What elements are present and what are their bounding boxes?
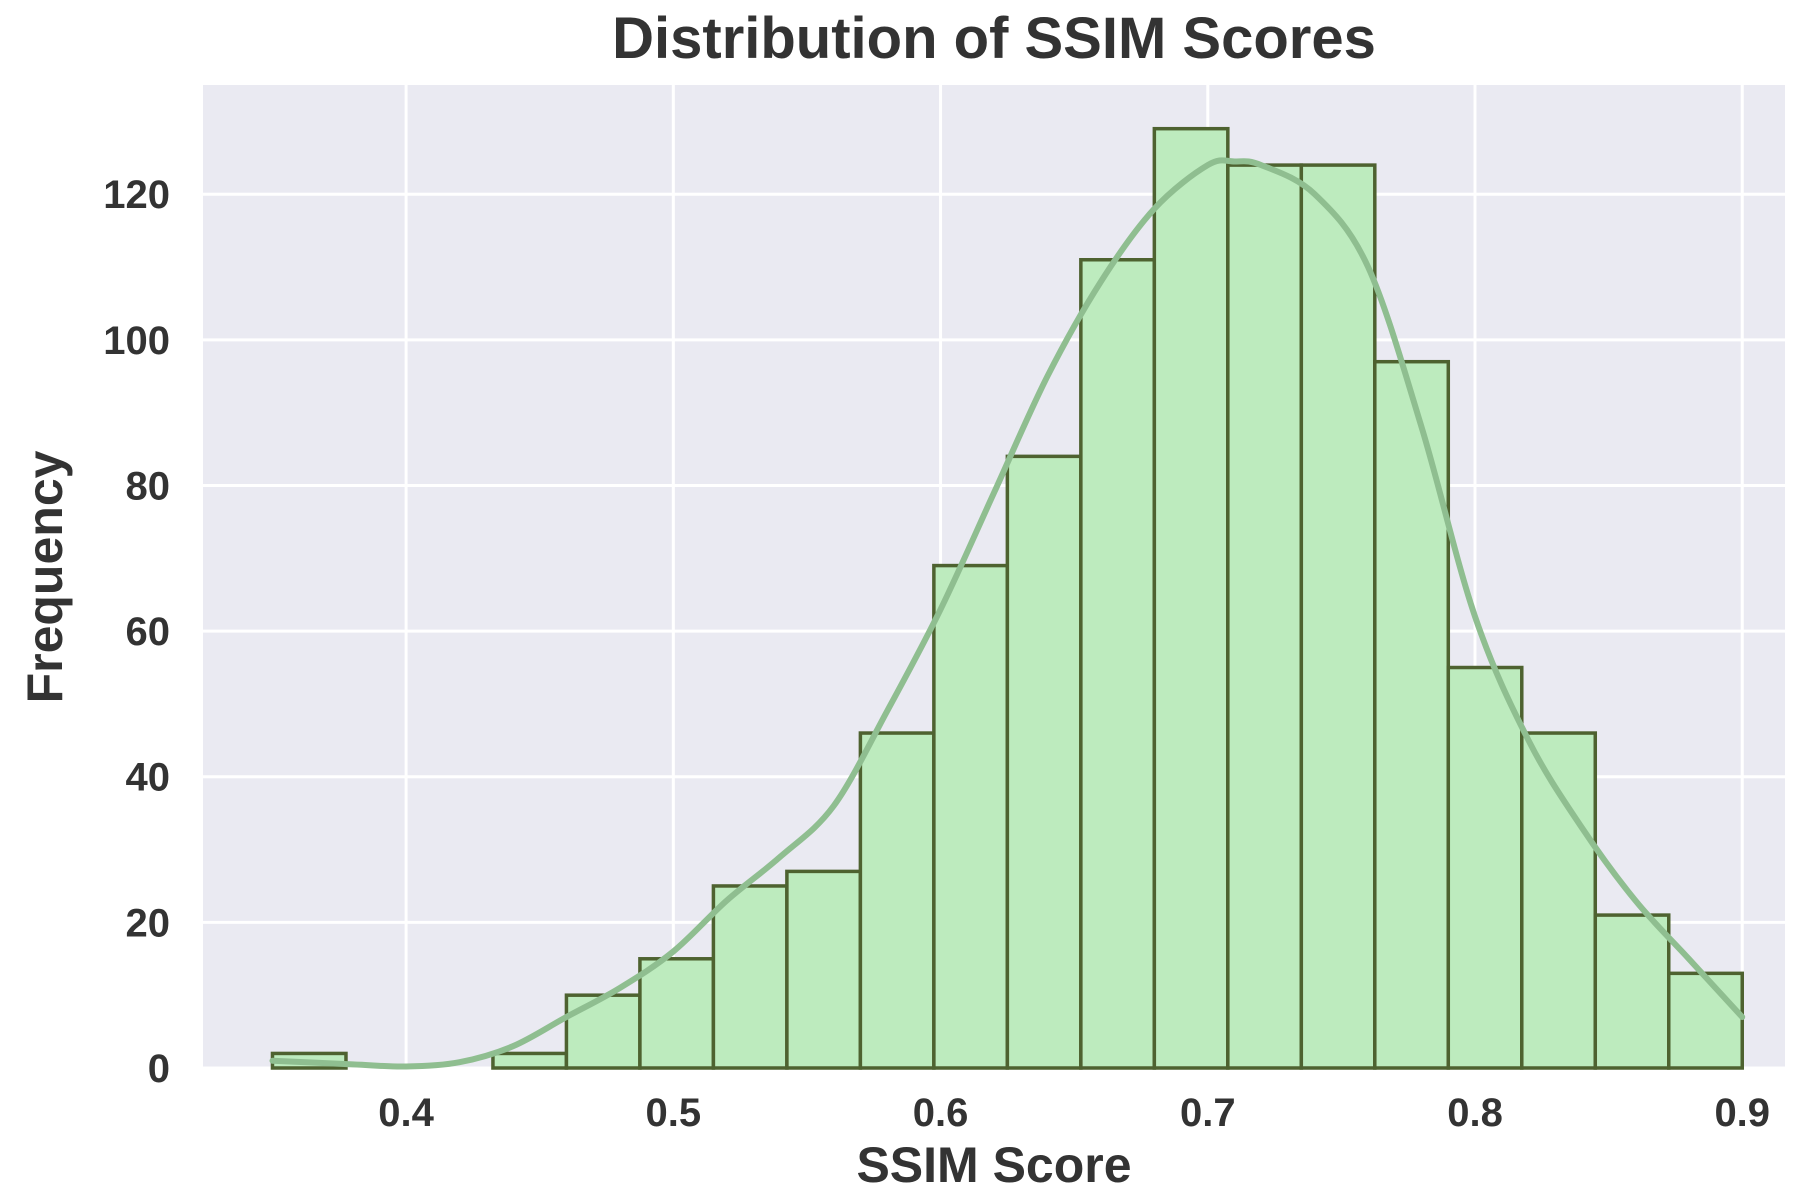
histogram-bar bbox=[1520, 731, 1598, 1070]
x-tick-label: 0.5 bbox=[646, 1091, 702, 1135]
y-tick-label: 120 bbox=[103, 173, 170, 217]
x-tick-label: 0.7 bbox=[1180, 1091, 1236, 1135]
histogram-bar bbox=[1667, 971, 1744, 1070]
histogram-bar bbox=[711, 884, 789, 1070]
kde-curve-group bbox=[269, 157, 1746, 1070]
y-axis-label: Frequency bbox=[17, 450, 73, 703]
histogram-bar bbox=[1373, 359, 1451, 1070]
histogram-bar bbox=[1005, 454, 1083, 1070]
y-tick-label: 40 bbox=[126, 756, 171, 800]
y-tick-label: 0 bbox=[148, 1047, 170, 1091]
histogram-bar bbox=[1593, 913, 1671, 1070]
histogram-bar bbox=[1226, 163, 1304, 1070]
histogram-bar bbox=[1299, 163, 1377, 1070]
y-tick-label: 20 bbox=[126, 901, 171, 945]
x-tick-label: 0.9 bbox=[1714, 1091, 1770, 1135]
histogram-bars bbox=[270, 126, 1744, 1070]
histogram-bar bbox=[858, 731, 936, 1070]
x-tick-label: 0.6 bbox=[913, 1091, 969, 1135]
chart-title: Distribution of SSIM Scores bbox=[612, 6, 1376, 71]
y-tick-label: 100 bbox=[103, 319, 170, 363]
y-tick-label: 80 bbox=[126, 464, 171, 508]
x-tick-labels: 0.4 0.5 0.6 0.7 0.8 0.9 bbox=[378, 1091, 1770, 1135]
histogram-bar bbox=[491, 1051, 569, 1070]
histogram-bar bbox=[785, 869, 863, 1070]
histogram-bar bbox=[1079, 258, 1157, 1070]
histogram-bar bbox=[932, 563, 1010, 1070]
x-tick-label: 0.4 bbox=[378, 1091, 434, 1135]
histogram-bar bbox=[1152, 126, 1230, 1070]
x-axis-label: SSIM Score bbox=[856, 1137, 1131, 1193]
y-tick-label: 60 bbox=[126, 610, 171, 654]
x-tick-label: 0.8 bbox=[1447, 1091, 1503, 1135]
kde-curve bbox=[269, 157, 1746, 1070]
y-tick-labels: 0 20 40 60 80 100 120 bbox=[103, 173, 170, 1091]
histogram-bar bbox=[638, 957, 716, 1070]
histogram-bar bbox=[564, 993, 642, 1070]
histogram-bar bbox=[1446, 665, 1524, 1070]
